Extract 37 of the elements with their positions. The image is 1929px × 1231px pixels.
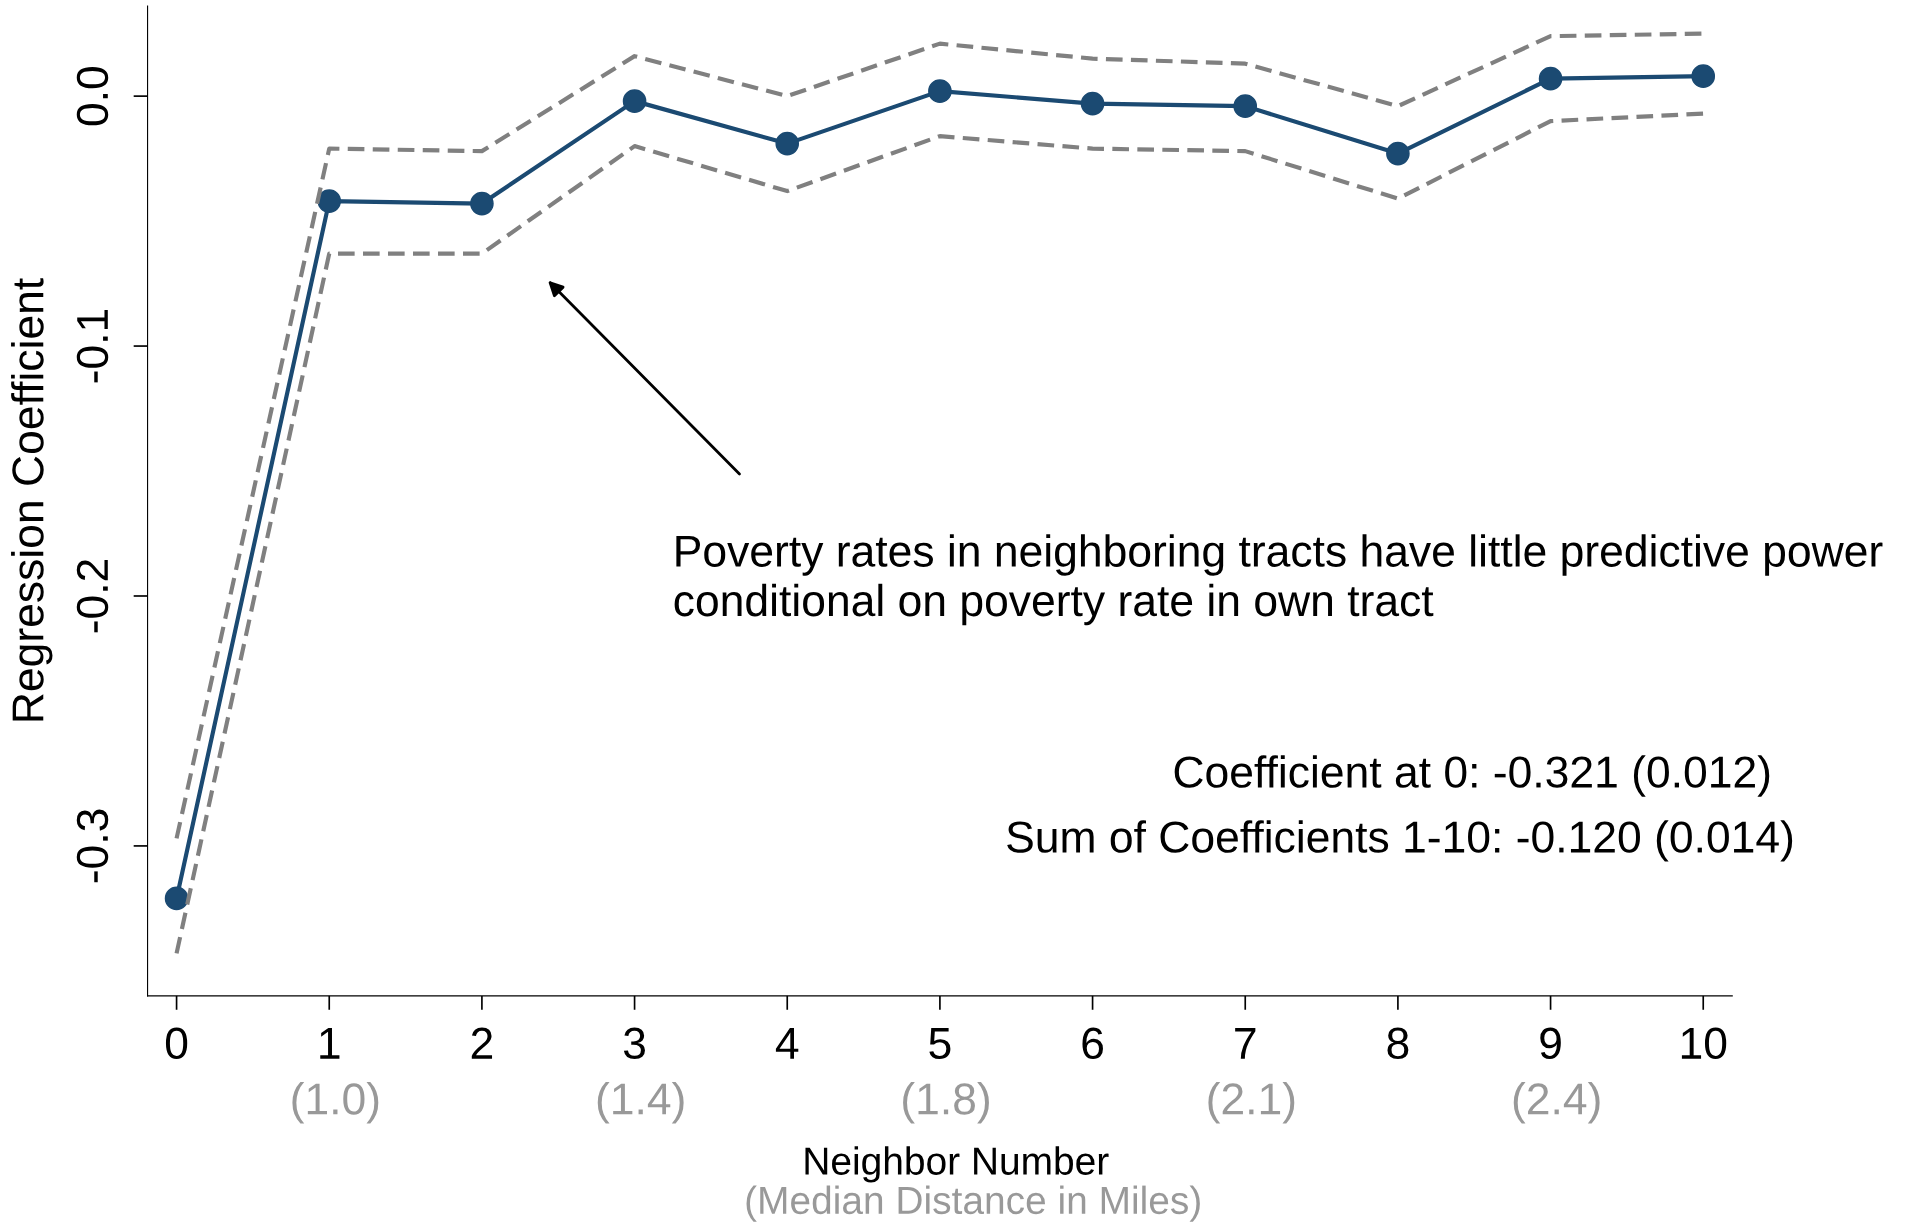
x-tick-label: 10 [1681,1027,1727,1060]
text: (2.4) [1513,1082,1600,1124]
y-tick-label: -0.1 [76,309,109,383]
x-tick-label: 1 [320,1028,340,1059]
point [317,189,342,213]
x-tick-label: 3 [623,1027,645,1060]
x-tick-label: 5 [929,1028,951,1060]
point [775,131,800,156]
x-tick-label: 9 [1540,1027,1561,1060]
x-tick-label: 2 [471,1027,493,1059]
point [164,886,189,911]
text: (1.4) [597,1082,684,1124]
x-tick-label: 6 [1082,1027,1103,1060]
text: (2.1) [1208,1082,1295,1124]
point [622,89,647,113]
annotation: Sum of Coefficients 1-10: -0.120 (0.014) [1007,820,1793,862]
text: (1.0) [292,1082,379,1124]
point [1691,64,1716,88]
x-tick-label: 7 [1235,1028,1256,1059]
x-tick-label: 4 [775,1028,799,1059]
point [1386,141,1410,166]
x-tick-label: 0 [165,1027,188,1060]
point [1233,94,1258,118]
text: (1.8) [903,1082,989,1124]
y-tick-label: -0.3 [76,809,109,883]
point [1080,91,1105,116]
point [928,79,952,103]
text: (Median Distance in Miles) [746,1185,1200,1222]
y-tick-label: 0.0 [76,66,109,126]
x-tick-label: 8 [1387,1027,1409,1060]
annotation: Coefficient at 0: -0.321 (0.012) [1174,755,1770,797]
point [470,191,494,216]
y-tick-label: -0.2 [76,559,109,633]
y-axis-title: Regression Coefficient [11,278,53,721]
point [1538,66,1563,91]
x-axis-title: Neighbor Number [805,1146,1109,1183]
annotation: Poverty rates in neighboring tracts have little predictive power conditional on poverty rate in own tract [674,534,1883,626]
